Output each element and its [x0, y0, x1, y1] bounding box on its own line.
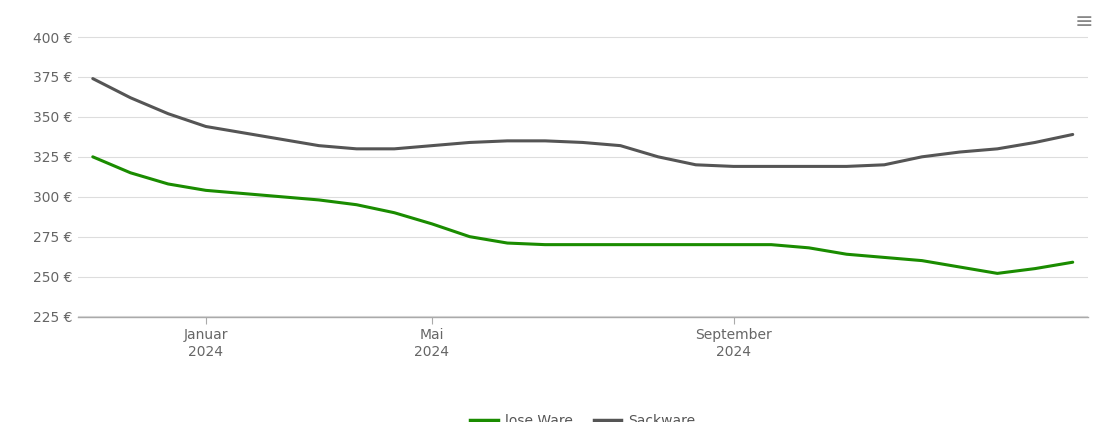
Legend: lose Ware, Sackware: lose Ware, Sackware: [465, 408, 700, 422]
Text: ≡: ≡: [1074, 12, 1093, 32]
